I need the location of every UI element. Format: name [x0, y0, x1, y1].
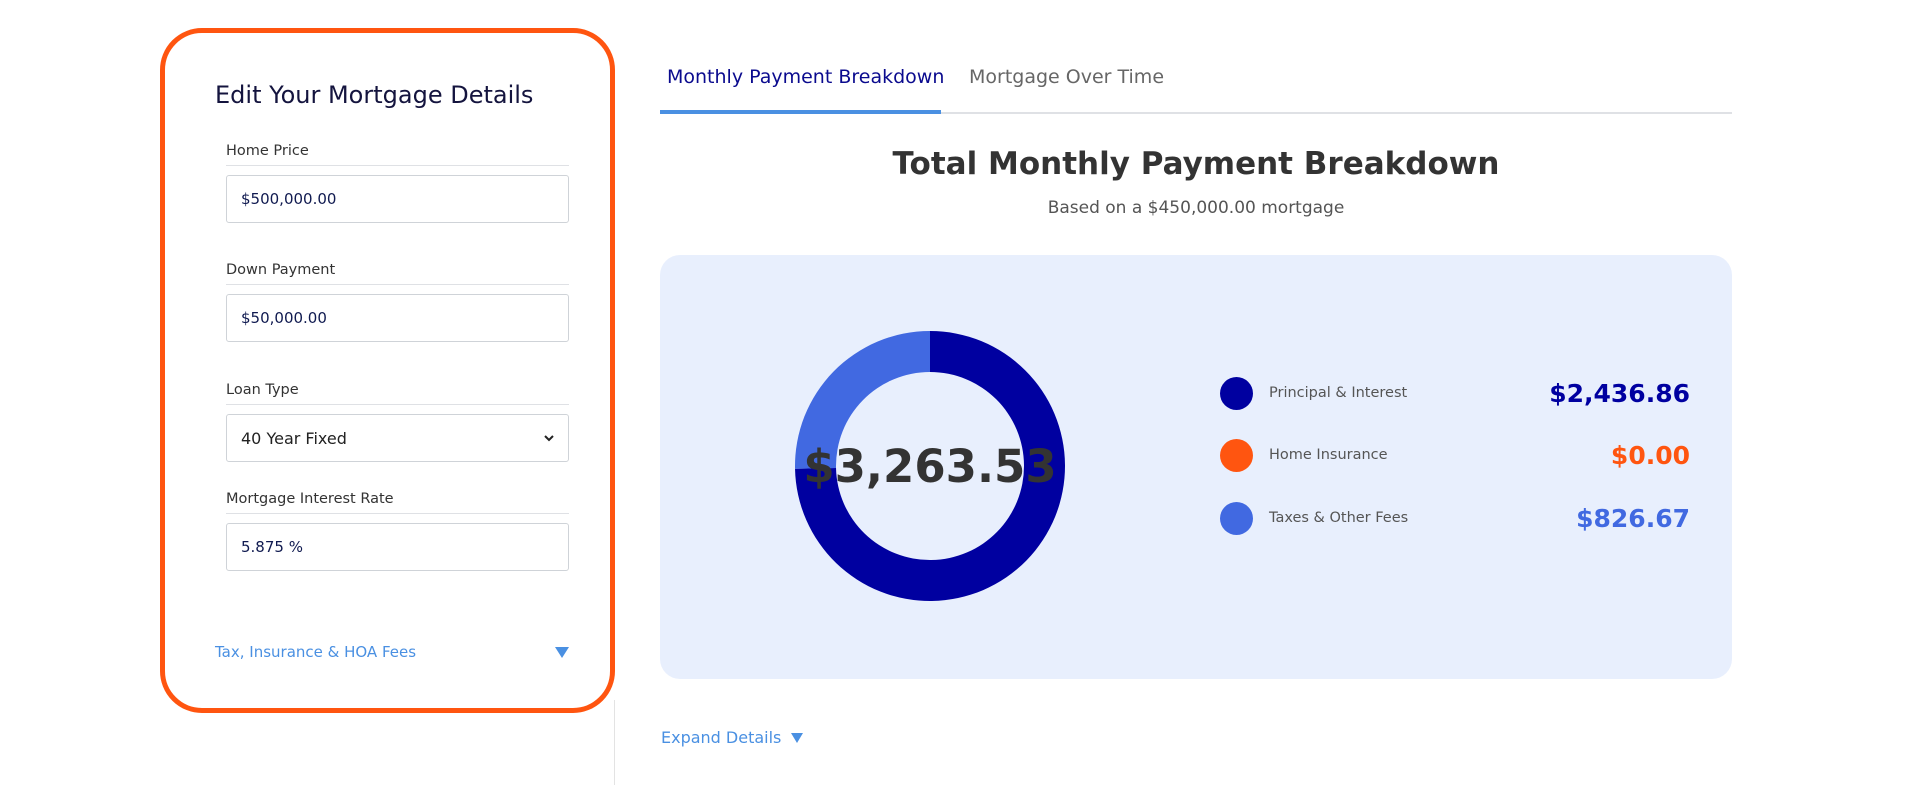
page-subtitle: Based on a $450,000.00 mortgage: [1047, 198, 1345, 218]
fees-toggle[interactable]: Tax, Insurance & HOA Fees: [215, 643, 569, 661]
home-price-field: Home Price $500,000.00: [226, 143, 569, 223]
expand-details-label: Expand Details: [661, 728, 782, 747]
loan-type-value: 40 Year Fixed: [241, 428, 347, 448]
legend-item-taxes-fees: Taxes & Other Fees $826.67: [1220, 498, 1690, 538]
edit-mortgage-panel: Edit Your Mortgage Details Home Price $5…: [160, 28, 615, 713]
loan-type-select[interactable]: 40 Year Fixed: [226, 414, 569, 462]
legend-label-insurance: Home Insurance: [1269, 447, 1388, 463]
legend-item-home-insurance: Home Insurance $0.00: [1220, 435, 1690, 475]
donut-chart: [795, 331, 1065, 601]
legend-value-principal: $2,436.86: [1549, 378, 1690, 408]
vertical-divider: [614, 700, 615, 785]
down-payment-label: Down Payment: [226, 262, 569, 285]
donut-slice-taxes-other-fees: [795, 331, 930, 469]
legend-dot-insurance: [1220, 438, 1253, 472]
home-price-input[interactable]: $500,000.00: [226, 175, 569, 223]
home-price-label: Home Price: [226, 143, 569, 166]
payment-breakdown-card: $3,263.53 Principal & Interest $2,436.86…: [660, 255, 1732, 679]
legend-label-principal: Principal & Interest: [1269, 385, 1408, 401]
panel-title: Edit Your Mortgage Details: [215, 81, 534, 109]
interest-rate-input[interactable]: 5.875 %: [226, 523, 569, 571]
legend-value-insurance: $0.00: [1610, 440, 1690, 470]
expand-details-toggle[interactable]: Expand Details: [661, 728, 804, 747]
donut-slice-principal-interest: [795, 331, 1065, 601]
triangle-down-icon: [555, 646, 569, 658]
down-payment-field: Down Payment $50,000.00: [226, 262, 569, 342]
down-payment-input[interactable]: $50,000.00: [226, 294, 569, 342]
chevron-down-icon: [544, 435, 554, 442]
legend-dot-taxes: [1220, 501, 1253, 535]
fees-toggle-label: Tax, Insurance & HOA Fees: [215, 643, 417, 661]
loan-type-label: Loan Type: [226, 382, 569, 405]
triangle-down-icon: [791, 732, 804, 743]
legend-dot-principal: [1220, 376, 1253, 410]
donut-total-value: $3,263.53: [803, 440, 1057, 493]
legend-value-taxes: $826.67: [1576, 503, 1690, 533]
active-tab-indicator: [660, 110, 941, 114]
interest-rate-label: Mortgage Interest Rate: [226, 491, 569, 514]
tab-bar: Monthly Payment Breakdown Mortgage Over …: [660, 52, 1732, 114]
legend-label-taxes: Taxes & Other Fees: [1269, 510, 1409, 526]
page-title: Total Monthly Payment Breakdown: [892, 146, 1500, 182]
interest-rate-field: Mortgage Interest Rate 5.875 %: [226, 491, 569, 571]
loan-type-field: Loan Type 40 Year Fixed: [226, 382, 569, 462]
tab-mortgage-over-time[interactable]: Mortgage Over Time: [969, 66, 1165, 88]
tab-monthly-payment-breakdown[interactable]: Monthly Payment Breakdown: [667, 66, 945, 88]
legend-item-principal-interest: Principal & Interest $2,436.86: [1220, 373, 1690, 413]
